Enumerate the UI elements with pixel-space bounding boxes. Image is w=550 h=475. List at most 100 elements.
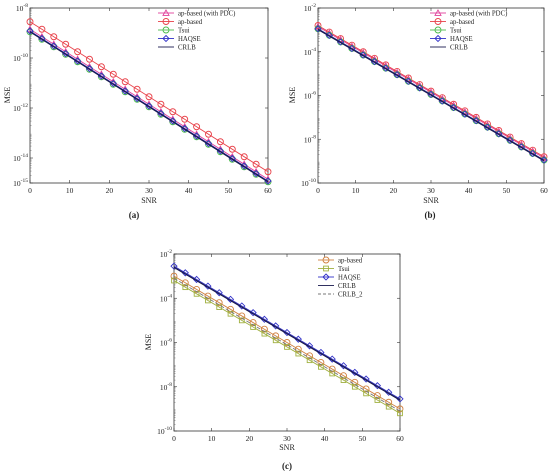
series-point-2 [145, 93, 153, 101]
series-point-1 [385, 398, 393, 406]
legend-swatch-marker [162, 34, 170, 43]
series-point-3 [193, 133, 201, 141]
series-point-2 [314, 22, 322, 29]
x-axis-label: SNR [141, 196, 157, 205]
series-point-3 [294, 335, 302, 343]
series-point-2 [240, 153, 248, 161]
x-tick-label: 10 [66, 186, 74, 195]
chart-panel-3: 0 10 20 30 40 50 60 10-2 10-4 10-6 10-8 10-10 SNR MSE… [144, 249, 404, 471]
x-tick-label: 0 [28, 186, 32, 195]
series-point-2 [181, 115, 189, 123]
series-point-3 [373, 382, 382, 390]
x-tick-label: 60 [264, 186, 272, 195]
series-point-2 [228, 145, 236, 153]
legend-label: ap-based [338, 258, 363, 265]
series-point-3 [238, 302, 246, 310]
series-point-2 [284, 344, 290, 350]
series-point-2 [216, 138, 224, 146]
series-point-1 [373, 392, 381, 400]
legend-label: CRLB [450, 45, 468, 52]
series-point-1 [249, 319, 257, 327]
y-axis-label: MSE [144, 334, 153, 351]
legend-label: CRLB [178, 45, 196, 52]
series-point-2 [97, 63, 105, 71]
y-tick-label: 10-10 [13, 53, 28, 63]
series-point-3 [181, 125, 189, 133]
x-tick-label: 0 [172, 434, 176, 443]
legend-label: ap-based [178, 19, 203, 26]
series-point-3 [396, 395, 404, 403]
legend-swatch-marker [434, 18, 442, 25]
series-point-2 [169, 108, 177, 116]
legend-label: Tsui [178, 28, 190, 35]
panel-caption: (c) [282, 461, 292, 471]
series-point-2 [86, 55, 93, 63]
series-point-2 [157, 100, 165, 108]
series-line-1 [173, 275, 401, 410]
y-tick-label: 10-10 [301, 178, 316, 188]
series-point-2 [62, 40, 70, 48]
x-tick-label: 30 [145, 186, 153, 195]
series-point-3 [385, 388, 393, 396]
series-point-2 [171, 277, 177, 284]
panel-caption: (b) [425, 210, 436, 220]
x-tick-label: 10 [208, 434, 216, 443]
y-tick-label: 10-4 [160, 293, 172, 303]
series-point-3 [228, 155, 236, 163]
series-point-3 [249, 308, 257, 317]
y-tick-label: 10-6 [304, 91, 316, 101]
chart-panel-1: 0 10 20 30 40 50 60 10-8 10-10 10-12 10-14 10-15 SNR… [3, 3, 272, 220]
series-point-2 [74, 48, 82, 56]
series-point-1 [328, 365, 336, 373]
series-line-1 [29, 28, 269, 180]
legend-label: ap-based (with PDC) [450, 11, 507, 18]
x-tick-label: 20 [106, 186, 114, 195]
series-line-5 [317, 28, 545, 162]
series-point-2 [340, 377, 347, 383]
series-point-3 [26, 28, 34, 36]
legend-label: CRLB_2 [338, 292, 363, 299]
series-point-3 [86, 65, 93, 73]
series-point-3 [339, 362, 348, 370]
series-point-3 [226, 295, 235, 303]
series-point-3 [317, 348, 325, 357]
legend-label: ap-based (with PDC) [178, 11, 235, 18]
series-point-3 [216, 148, 224, 156]
series-point-3 [351, 368, 359, 377]
y-tick-label: 10-2 [304, 3, 316, 13]
series-point-3 [240, 163, 248, 171]
legend-swatch-marker [322, 256, 330, 264]
series-point-1 [170, 272, 178, 280]
series-point-2 [133, 85, 141, 93]
series-point-3 [252, 170, 260, 178]
series-line-1 [317, 26, 545, 159]
series-point-3 [38, 35, 46, 43]
series-point-2 [109, 70, 117, 78]
series-point-3 [260, 315, 269, 323]
legend-label: HAQSE [338, 275, 361, 282]
series-point-4 [26, 27, 34, 35]
y-tick-label: 10-2 [160, 249, 172, 259]
y-tick-label: 10-12 [13, 103, 28, 113]
series-point-4 [314, 25, 322, 33]
series-point-2 [216, 304, 223, 310]
x-tick-label: 60 [396, 434, 404, 443]
x-tick-label: 0 [316, 186, 320, 195]
series-point-1 [317, 358, 325, 366]
y-axis-label: MSE [288, 87, 297, 104]
series-point-2 [205, 130, 212, 138]
series-point-2 [252, 160, 260, 168]
legend-label: ap-based [450, 19, 475, 26]
series-line-2 [29, 21, 269, 173]
legend-label: HAQSE [178, 36, 201, 43]
legend-swatch-marker [434, 9, 442, 16]
y-tick-label: 10-8 [16, 3, 28, 13]
x-tick-label: 50 [359, 434, 367, 443]
series-point-2 [38, 25, 46, 33]
series-point-2 [193, 123, 201, 131]
series-point-1 [193, 285, 201, 293]
series-point-2 [50, 33, 58, 41]
y-tick-label: 10-4 [304, 47, 316, 57]
